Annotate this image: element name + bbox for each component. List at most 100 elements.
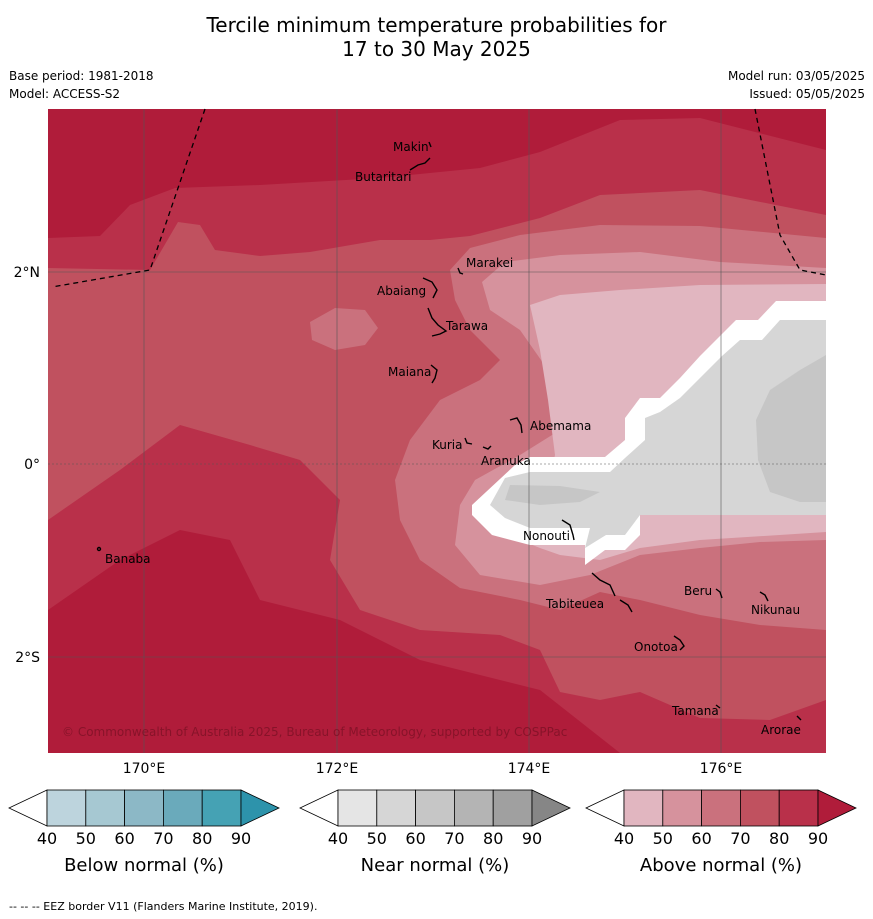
colorbar-segment: [201, 789, 242, 827]
axis-labels: 2°N 0° 2°S 170°E 172°E 174°E 176°E: [14, 265, 743, 777]
map-title-line1: Tercile minimum temperature probabilitie…: [206, 13, 667, 37]
island-butaritari-shape: [409, 157, 431, 171]
label-nonouti: Nonouti: [523, 529, 570, 543]
model-run: Model run: 03/05/2025: [727, 69, 865, 83]
colorbar-tick-label: 60: [114, 829, 134, 848]
lon-label-174e: 174°E: [508, 761, 551, 777]
lat-label-2s: 2°S: [15, 650, 40, 666]
colorbar-tick-label: 50: [653, 829, 673, 848]
label-tabiteuea: Tabiteuea: [545, 597, 604, 611]
colorbar-tick-label: 80: [769, 829, 789, 848]
eez-border-east: [754, 108, 827, 276]
colorbar-segment: [415, 789, 455, 827]
island-nikunau-shape: [759, 591, 769, 602]
place-labels: Makin Butaritari Marakei Abaiang Tarawa …: [105, 140, 801, 737]
colorbar-tick-label: 40: [37, 829, 57, 848]
label-nikunau: Nikunau: [751, 603, 800, 617]
island-banaba-shape: [96, 546, 102, 552]
colorbar-tick-label: 70: [444, 829, 464, 848]
label-aranuka: Aranuka: [481, 454, 531, 468]
colorbar-2: 40 50 60 70 80 90 Above normal (%): [585, 789, 857, 876]
colorbar-segment: [778, 789, 819, 827]
colorbar-tick-label: 80: [483, 829, 503, 848]
lon-label-176e: 176°E: [700, 761, 743, 777]
colorbar-segment: [453, 789, 494, 827]
colorbar-segment: [492, 789, 533, 827]
copyright-notice: © Commonwealth of Australia 2025, Bureau…: [62, 725, 567, 739]
graticule: [48, 109, 826, 753]
colorbars: 40 50 60 70 80 90 Below normal (%) 40 50 60 70 80 90…: [8, 789, 857, 876]
colorbar-tick-label: 40: [328, 829, 348, 848]
island-kuria-shape: [464, 437, 473, 445]
colorbar-title: Above normal (%): [640, 855, 802, 876]
eez-legend-text: -- EEZ border V11 (Flanders Marine Insti…: [31, 900, 318, 913]
island-aranuka-shape: [482, 445, 492, 450]
colorbar-extend-low: [299, 789, 339, 827]
colorbar-1: 40 50 60 70 80 90 Near normal (%): [299, 789, 571, 876]
label-beru: Beru: [684, 584, 712, 598]
colorbar-segment: [124, 789, 164, 827]
colorbar-segment: [701, 789, 741, 827]
colorbar-tick-label: 90: [231, 829, 251, 848]
label-butaritari: Butaritari: [355, 170, 412, 184]
colorbar-segment: [623, 789, 664, 827]
label-maiana: Maiana: [388, 365, 431, 379]
colorbar-tick-label: 90: [522, 829, 542, 848]
island-tarawa-shape: [427, 307, 448, 337]
eez-borders: [51, 108, 827, 288]
label-marakei: Marakei: [466, 256, 513, 270]
colorbar-segment: [162, 789, 203, 827]
colorbar-tick-label: 50: [76, 829, 96, 848]
colorbar-tick-label: 60: [691, 829, 711, 848]
label-abaiang: Abaiang: [377, 284, 426, 298]
colorbar-segment: [85, 789, 126, 827]
colorbar-extend-low: [585, 789, 625, 827]
lon-label-172e: 172°E: [316, 761, 359, 777]
island-makin-shape: [428, 141, 432, 148]
label-tamana: Tamana: [671, 704, 719, 718]
eez-border-west: [51, 108, 206, 288]
colorbar-title: Below normal (%): [64, 855, 224, 876]
island-beru-shape: [715, 588, 723, 599]
colorbar-segment: [662, 789, 702, 827]
colorbar-segment: [740, 789, 780, 827]
colorbar-title: Near normal (%): [361, 855, 510, 876]
label-arorae: Arorae: [761, 723, 801, 737]
lat-label-2n: 2°N: [14, 265, 40, 281]
colorbar-extend-high: [817, 789, 857, 827]
colorbar-segment: [337, 789, 378, 827]
colorbar-tick-label: 40: [614, 829, 634, 848]
issued-date: Issued: 05/05/2025: [749, 87, 865, 101]
island-abemama-shape: [509, 417, 523, 434]
probability-fields: [48, 109, 826, 753]
colorbar-extend-high: [531, 789, 571, 827]
label-onotoa: Onotoa: [634, 640, 678, 654]
map-title-line2: 17 to 30 May 2025: [342, 37, 531, 61]
lat-label-equator: 0°: [24, 457, 40, 473]
eez-legend-note: -- -- -- EEZ border V11 (Flanders Marine…: [9, 900, 317, 913]
island-tamana-shape: [715, 704, 721, 709]
colorbar-tick-label: 90: [808, 829, 828, 848]
island-nonouti-shape: [561, 519, 575, 541]
island-tabiteuea-south: [619, 599, 633, 613]
colorbar-tick-label: 80: [192, 829, 212, 848]
island-marakei-shape: [457, 267, 464, 275]
islands: [96, 141, 802, 721]
label-banaba: Banaba: [105, 552, 151, 566]
field-near-60-east: [756, 355, 826, 502]
model-name: Model: ACCESS-S2: [9, 87, 121, 101]
colorbar-segment: [46, 789, 87, 827]
label-abemama: Abemama: [530, 419, 591, 433]
colorbar-tick-label: 70: [153, 829, 173, 848]
colorbar-tick-label: 60: [405, 829, 425, 848]
island-tabiteuea-north: [591, 572, 616, 597]
label-makin: Makin: [393, 140, 429, 154]
island-onotoa-shape: [673, 635, 685, 651]
colorbar-tick-label: 70: [730, 829, 750, 848]
label-tarawa: Tarawa: [445, 319, 488, 333]
lon-label-170e: 170°E: [123, 761, 166, 777]
island-maiana-shape: [430, 364, 438, 384]
island-abaiang-shape: [422, 277, 438, 299]
colorbar-segment: [376, 789, 416, 827]
